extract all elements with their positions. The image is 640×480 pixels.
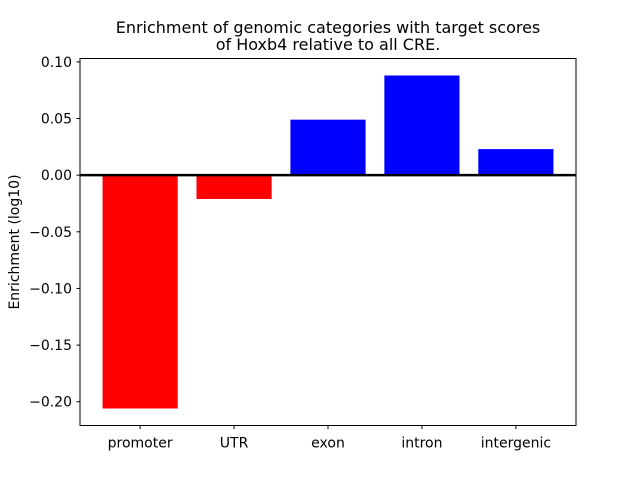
- bar-promoter: [102, 175, 178, 409]
- y-tick-label: −0.15: [29, 338, 72, 354]
- bar-exon: [290, 119, 366, 176]
- y-tick-label: −0.20: [29, 395, 72, 411]
- bar-intron: [384, 75, 460, 176]
- chart-title-line1: Enrichment of genomic categories with ta…: [115, 18, 541, 37]
- x-tick-label-intron: intron: [401, 436, 442, 452]
- bar-intergenic: [478, 149, 554, 176]
- y-axis-label: Enrichment (log10): [7, 174, 23, 310]
- plot-frame: [79, 58, 577, 426]
- y-tick-label: −0.10: [29, 281, 72, 297]
- chart-title: Enrichment of genomic categories with ta…: [80, 19, 576, 53]
- x-tick-label-promoter: promoter: [108, 436, 173, 452]
- y-tick-label: 0.10: [41, 55, 72, 71]
- y-tick-label: 0.00: [41, 168, 72, 184]
- y-tick-label: −0.05: [29, 225, 72, 241]
- x-tick-label-intergenic: intergenic: [481, 436, 551, 452]
- chart-title-line2: of Hoxb4 relative to all CRE.: [215, 35, 441, 54]
- y-tick-label: 0.05: [41, 112, 72, 128]
- bar-UTR: [196, 175, 272, 199]
- x-tick-label-UTR: UTR: [220, 436, 249, 452]
- x-tick-label-exon: exon: [311, 436, 345, 452]
